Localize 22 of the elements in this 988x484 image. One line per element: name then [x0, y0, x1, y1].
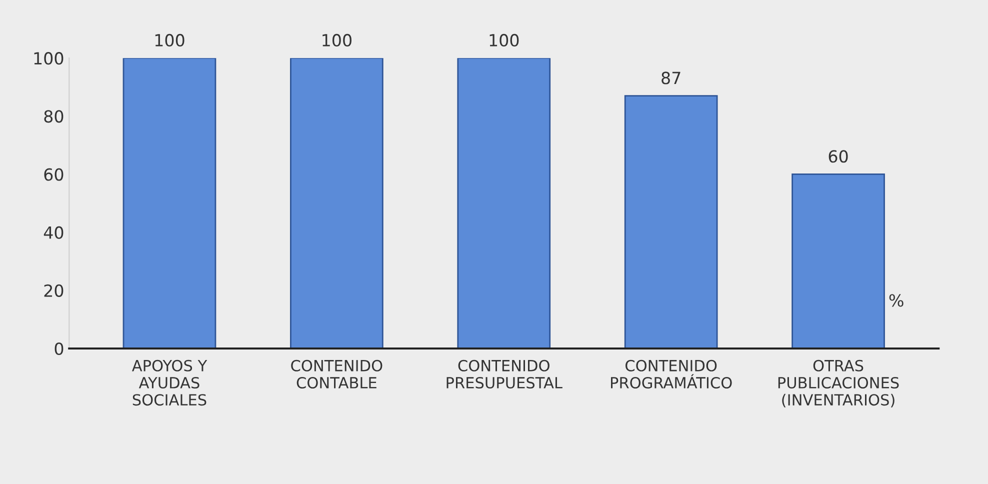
y-tick-label: 20: [44, 284, 64, 297]
y-tick-label: 60: [44, 168, 64, 181]
bar: [792, 174, 885, 348]
y-tick-label: 0: [54, 342, 64, 356]
y-tick-label: 40: [44, 226, 64, 239]
data-label: 100: [155, 34, 184, 47]
bar: [290, 58, 384, 348]
data-label: 100: [490, 34, 519, 47]
x-tick-label: APOYOS Y AYUDAS SOCIALES: [132, 360, 208, 406]
x-tick-label: CONTENIDO CONTABLE: [291, 360, 382, 389]
data-label: 87: [662, 72, 680, 84]
annotation: %: [889, 294, 904, 307]
x-tick-label: CONTENIDO PROGRAMÁTICO: [611, 360, 732, 389]
bar: [122, 58, 216, 348]
data-label: 100: [322, 34, 352, 47]
bar: [624, 95, 718, 348]
data-label: 60: [828, 150, 848, 163]
x-tick-label: CONTENIDO PRESUPUESTAL: [446, 360, 562, 389]
y-tick-label: 80: [44, 110, 64, 123]
x-tick-label: OTRAS PUBLICACIONES (INVENTARIOS): [778, 360, 899, 408]
bar: [457, 58, 551, 348]
y-tick-label: 100: [34, 52, 64, 65]
